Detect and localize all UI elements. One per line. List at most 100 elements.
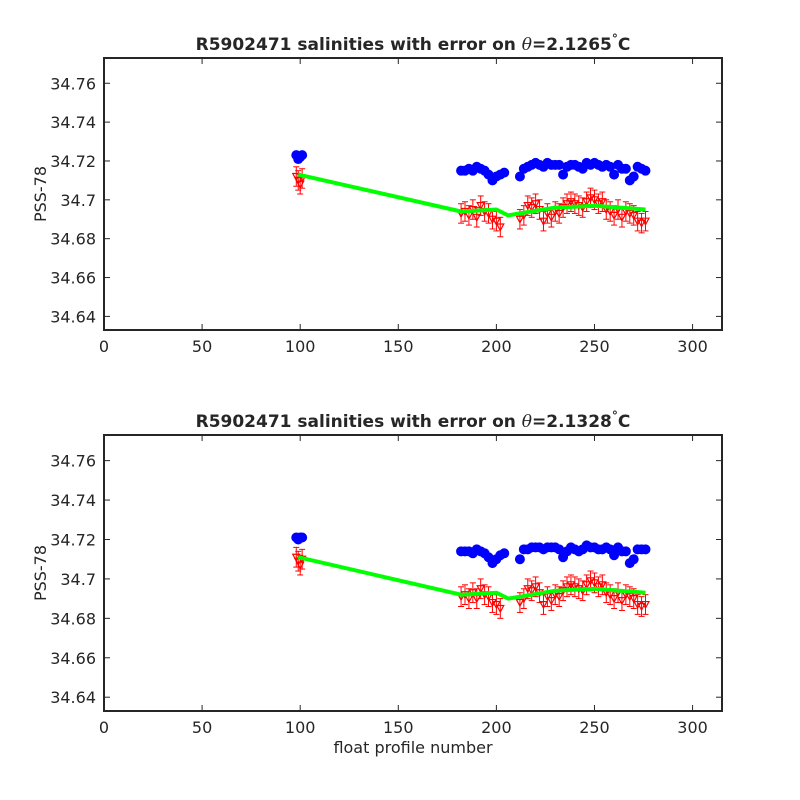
- trend-line: [297, 172, 646, 218]
- x-tick-label: 50: [192, 718, 212, 737]
- data-point: [546, 213, 556, 223]
- x-tick-label: 300: [677, 718, 708, 737]
- y-tick-label: 34.66: [50, 649, 96, 668]
- x-axis: 0 50 100 150 200 250 300: [99, 435, 708, 737]
- x-tick-label: 300: [677, 337, 708, 356]
- x-tick-label: 0: [99, 718, 109, 737]
- data-point: [620, 546, 631, 557]
- y-axis-label: PSS-78: [31, 545, 50, 601]
- plot-2: 0 50 100 150 200 250 30034.6434.6634.6834.734.…: [31, 409, 723, 757]
- data-point: [495, 604, 505, 614]
- data-point: [562, 583, 572, 592]
- data-point: [597, 581, 607, 590]
- data-point: [514, 554, 525, 565]
- y-tick-label: 34.72: [50, 152, 96, 171]
- data-point: [628, 171, 639, 182]
- y-tick-label: 34.66: [50, 269, 96, 288]
- data-point: [472, 213, 482, 223]
- data-point: [546, 597, 556, 606]
- data-point: [558, 169, 569, 180]
- y-tick-label: 34.76: [50, 74, 96, 93]
- data-point: [527, 587, 537, 596]
- y-tick-label: 34.74: [50, 113, 96, 132]
- data-point: [609, 550, 620, 561]
- data-point: [637, 602, 647, 612]
- data-point: [562, 200, 572, 209]
- data-point: [582, 198, 592, 207]
- data-point: [597, 198, 607, 207]
- data-point: [609, 595, 619, 604]
- data-point: [609, 169, 620, 180]
- x-tick-label: 50: [192, 337, 212, 356]
- data-point: [589, 579, 599, 588]
- data-point: [640, 217, 650, 226]
- series-filled-circle: [291, 532, 651, 569]
- title-prefix: R5902471 salinities with error on: [196, 412, 522, 432]
- x-tick-label: 100: [285, 337, 316, 356]
- y-tick-label: 34.7: [60, 191, 96, 210]
- data-point: [499, 548, 510, 559]
- plot-area: [104, 435, 722, 711]
- data-point: [499, 167, 510, 178]
- data-point: [531, 583, 541, 592]
- title-degree: °: [612, 32, 618, 46]
- series-filled-circle: [291, 150, 651, 186]
- plot-area: [104, 58, 722, 330]
- data-point: [476, 202, 486, 211]
- y-tick-label: 34.68: [50, 609, 96, 628]
- title-theta: θ: [522, 412, 532, 432]
- chart-title: R5902471 salinities with error on θ=2.13…: [196, 409, 631, 432]
- data-point: [617, 597, 627, 606]
- data-point: [637, 219, 647, 228]
- y-tick-label: 34.72: [50, 530, 96, 549]
- y-tick-label: 34.64: [50, 307, 96, 326]
- data-point: [538, 600, 548, 610]
- data-point: [491, 600, 501, 610]
- x-tick-label: 100: [285, 718, 316, 737]
- title-value: =2.1265: [532, 35, 612, 55]
- y-axis: 34.64 34.66 34.68 34.7 34.72 34.74 34.76: [50, 74, 722, 326]
- title-unit: C: [618, 35, 630, 55]
- x-tick-label: 200: [481, 337, 512, 356]
- data-point: [515, 215, 525, 225]
- data-point: [629, 595, 639, 604]
- axes-frame: [103, 434, 723, 712]
- y-tick-label: 34.7: [60, 570, 96, 589]
- title-theta: θ: [522, 35, 532, 55]
- x-axis-label: float profile number: [333, 738, 493, 757]
- y-tick-label: 34.68: [50, 230, 96, 249]
- x-tick-label: 150: [383, 337, 414, 356]
- data-point: [640, 544, 651, 555]
- data-point: [495, 223, 505, 232]
- y-tick-label: 34.74: [50, 491, 96, 510]
- data-point: [554, 593, 564, 602]
- title-prefix: R5902471 salinities with error on: [196, 35, 522, 55]
- data-point: [640, 600, 650, 610]
- data-point: [476, 585, 486, 594]
- data-point: [297, 532, 308, 543]
- plot-1: 0 50 100 150 200 250 30034.6434.6634.6834.734.…: [31, 32, 723, 356]
- x-tick-label: 150: [383, 718, 414, 737]
- data-layer: [291, 150, 651, 238]
- data-point: [629, 211, 639, 221]
- data-point: [609, 211, 619, 221]
- data-point: [531, 200, 541, 209]
- data-point: [514, 171, 525, 182]
- chart-title: R5902471 salinities with error on θ=2.12…: [196, 32, 631, 55]
- axes-frame: [103, 57, 723, 331]
- data-point: [515, 598, 525, 608]
- data-point: [538, 217, 548, 226]
- y-axis-label: PSS-78: [31, 166, 50, 222]
- y-axis: 34.64 34.66 34.68 34.7 34.72 34.74 34.76: [50, 452, 722, 707]
- trend-line: [297, 555, 646, 601]
- data-point: [554, 209, 564, 219]
- x-tick-label: 250: [579, 337, 610, 356]
- title-unit: C: [618, 412, 630, 432]
- x-tick-label: 200: [481, 718, 512, 737]
- x-tick-label: 0: [99, 337, 109, 356]
- title-value: =2.1328: [532, 412, 612, 432]
- x-tick-label: 250: [579, 718, 610, 737]
- data-point: [628, 554, 639, 565]
- data-point: [582, 581, 592, 590]
